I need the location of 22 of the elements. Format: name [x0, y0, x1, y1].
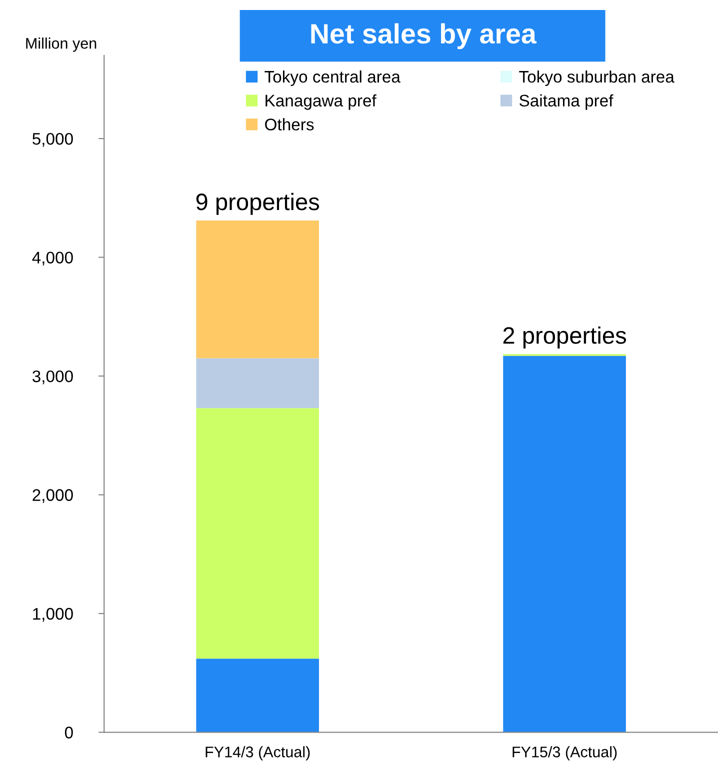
annotation: 2 properties: [503, 326, 626, 349]
bar: [503, 356, 626, 732]
annotation: 9 properties: [196, 192, 320, 215]
bar: [196, 220, 319, 358]
y-axis-title: Million yen: [26, 38, 96, 52]
x-tick-label: FY15/3 (Actual): [512, 746, 617, 760]
bar: [196, 658, 319, 732]
x-tick-label: FY14/3 (Actual): [206, 746, 310, 760]
y-tick-label: 5,000: [32, 132, 73, 147]
chart-title: Net sales by area: [311, 23, 537, 50]
legend-label: Others: [265, 118, 314, 130]
y-tick-label: 0: [64, 726, 73, 738]
y-tick-label: 2,000: [32, 489, 73, 503]
legend-label: Tokyo suburban area: [519, 70, 674, 86]
legend-label: Kanagawa pref: [266, 94, 376, 110]
y-tick-label: 4,000: [32, 252, 73, 266]
y-tick-label: 1,000: [33, 608, 73, 622]
y-tick-label: 3,000: [32, 370, 73, 384]
bar: [196, 408, 319, 659]
legend-label: Tokyo central area: [264, 70, 400, 86]
legend-label: Saitama pref: [520, 94, 614, 110]
bar: [196, 358, 319, 408]
